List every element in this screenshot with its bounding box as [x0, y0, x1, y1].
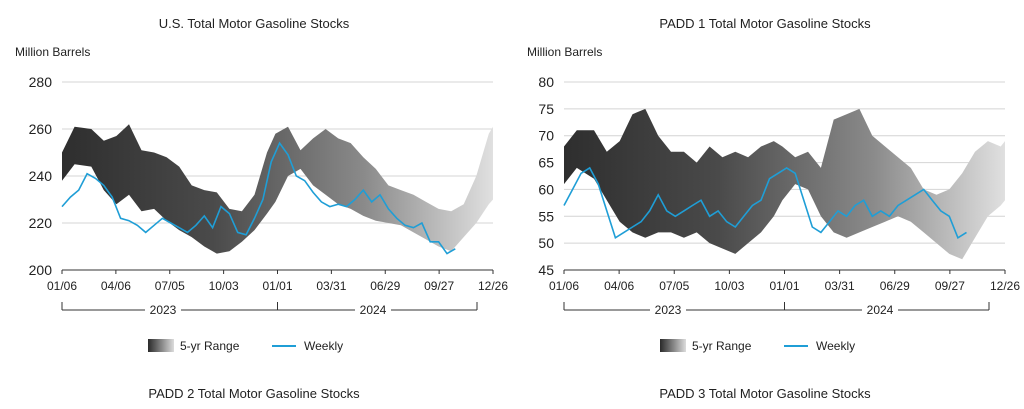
chart-title: U.S. Total Motor Gasoline Stocks	[159, 16, 350, 31]
y-tick-label: 260	[29, 121, 53, 137]
y-tick-label: 240	[29, 168, 53, 184]
legend-label-range: 5-yr Range	[692, 339, 752, 353]
y-tick-label: 75	[538, 101, 554, 117]
year-label-bg	[862, 303, 898, 317]
axes: 200 220 240 260 280 01/06 04/06 07/05 10/03 01/01…	[29, 74, 508, 317]
y-tick-label: 220	[29, 215, 53, 231]
legend: 5-yr Range Weekly	[148, 339, 343, 353]
x-tick-label: 07/05	[155, 279, 185, 293]
x-tick-label: 09/27	[935, 279, 965, 293]
x-tick-label: 06/29	[370, 279, 400, 293]
y-tick-label: 60	[538, 181, 554, 197]
x-tick-label: 01/06	[549, 279, 579, 293]
legend-swatch-range	[660, 339, 686, 352]
y-axis-label: Million Barrels	[15, 45, 90, 59]
range-band-area	[62, 124, 493, 254]
legend-label-weekly: Weekly	[816, 339, 855, 353]
legend-swatch-range	[148, 339, 174, 352]
weekly-line	[61, 141, 456, 255]
y-tick-label: 70	[538, 128, 554, 144]
weekly-series-line	[563, 166, 967, 240]
legend: 5-yr Range Weekly	[660, 339, 855, 353]
year-label: 2023	[655, 303, 682, 317]
chart-title: PADD 1 Total Motor Gasoline Stocks	[659, 16, 871, 31]
legend-label-range: 5-yr Range	[180, 339, 240, 353]
x-tick-label: 10/03	[209, 279, 239, 293]
x-tick-label: 04/06	[604, 279, 634, 293]
y-axis-label: Million Barrels	[527, 45, 602, 59]
x-tick-label: 03/31	[316, 279, 346, 293]
chart-title-padd2: PADD 2 Total Motor Gasoline Stocks	[148, 386, 360, 401]
y-tick-label: 50	[538, 235, 554, 251]
year-label-bg	[355, 303, 391, 317]
x-tick-label: 10/03	[714, 279, 744, 293]
range-band	[564, 108, 1005, 260]
x-tick-label: 01/01	[769, 279, 799, 293]
y-tick-label: 80	[538, 74, 554, 90]
x-tick-label: 04/06	[101, 279, 131, 293]
year-label-bg	[650, 303, 686, 317]
chart-us-total: U.S. Total Motor Gasoline Stocks Million…	[15, 16, 508, 353]
year-label-bg	[145, 303, 181, 317]
range-band-area	[564, 108, 1005, 260]
legend-label-weekly: Weekly	[304, 339, 343, 353]
year-label: 2023	[150, 303, 177, 317]
y-tick-label: 45	[538, 262, 554, 278]
range-band	[62, 124, 493, 254]
chart-padd1: PADD 1 Total Motor Gasoline Stocks Milli…	[527, 16, 1020, 353]
weekly-line	[563, 166, 967, 240]
weekly-series-line	[61, 141, 456, 255]
y-tick-label: 280	[29, 74, 53, 90]
x-tick-label: 03/31	[825, 279, 855, 293]
x-tick-label: 06/29	[880, 279, 910, 293]
y-tick-label: 55	[538, 208, 554, 224]
y-tick-label: 65	[538, 155, 554, 171]
chart-title-padd3: PADD 3 Total Motor Gasoline Stocks	[659, 386, 871, 401]
year-label: 2024	[360, 303, 387, 317]
y-tick-label: 200	[29, 262, 53, 278]
x-tick-label: 01/06	[47, 279, 77, 293]
x-tick-label: 01/01	[262, 279, 292, 293]
x-tick-label: 12/26	[990, 279, 1020, 293]
year-label: 2024	[867, 303, 894, 317]
x-tick-label: 12/26	[478, 279, 508, 293]
x-tick-label: 09/27	[424, 279, 454, 293]
x-tick-label: 07/05	[659, 279, 689, 293]
axes: 45 50 55 60 65 70 75 80 01/06 04/06 07/05 10/03 01/0…	[538, 74, 1020, 317]
